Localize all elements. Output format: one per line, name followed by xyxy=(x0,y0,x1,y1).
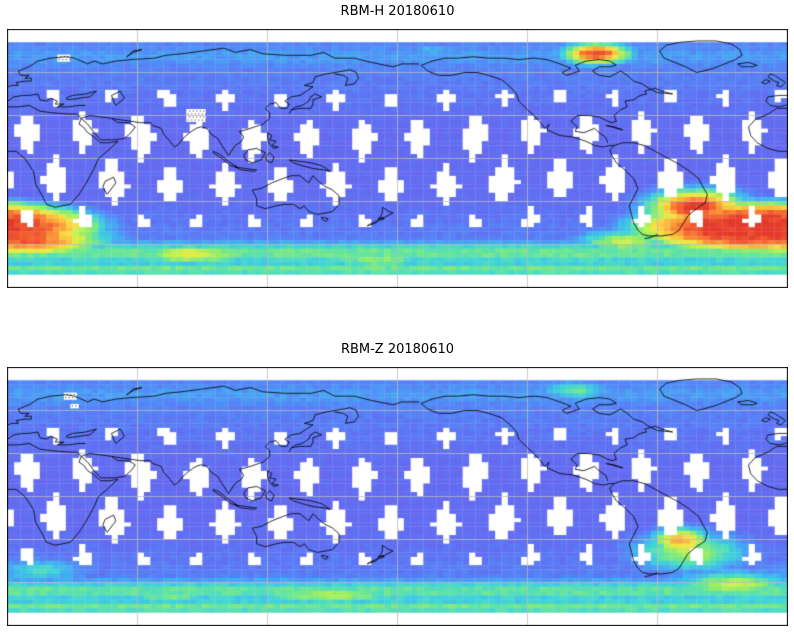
panel-title-rbm-z: RBM-Z 20180610 xyxy=(340,342,455,357)
rbm-h-map xyxy=(7,29,788,288)
panel-title-rbm-h: RBM-H 20180610 xyxy=(340,4,455,19)
rbm-z-map xyxy=(7,367,788,626)
